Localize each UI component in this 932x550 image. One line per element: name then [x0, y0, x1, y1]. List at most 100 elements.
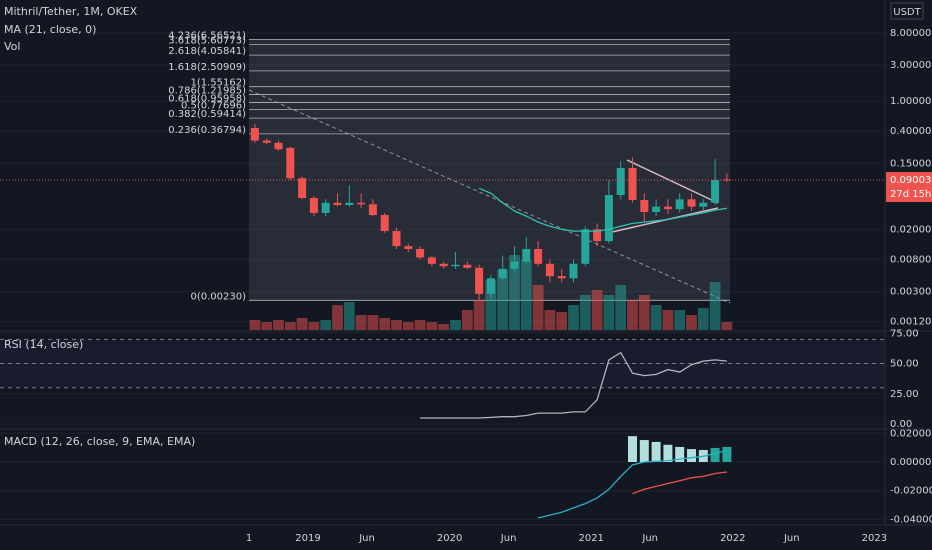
fib-label: 3.618(5.60773) — [168, 36, 246, 47]
volume-bar — [438, 324, 450, 330]
candle-body — [687, 199, 696, 207]
y-tick-label: 0.00800 — [890, 254, 931, 265]
volume-bar — [308, 322, 320, 330]
candle-body — [427, 257, 436, 264]
candle-body — [250, 127, 259, 141]
volume-bar — [544, 310, 556, 330]
volume-bar — [320, 320, 332, 330]
candle-body — [699, 202, 708, 207]
rsi-legend: RSI (14, close) — [4, 338, 83, 351]
candle-body — [522, 248, 531, 262]
y-tick-label: 0.00000 — [890, 457, 931, 468]
volume-bar — [509, 255, 520, 330]
volume-bar — [402, 322, 414, 330]
currency: USDT — [893, 7, 921, 18]
triangle-line — [626, 159, 719, 204]
y-tick-label: 75.00 — [890, 328, 919, 339]
volume-bar — [473, 300, 485, 330]
fib-label: 0.5(0.77696) — [181, 100, 246, 111]
candle-body — [357, 202, 366, 205]
x-tick-label: Jun — [500, 533, 517, 544]
volume-bar — [721, 322, 733, 330]
fib-label: 1.618(2.50909) — [168, 62, 246, 73]
fib-label: 0.236(0.36794) — [168, 125, 246, 136]
macd-histogram-bar — [722, 446, 732, 463]
macd-histogram-bar — [710, 447, 720, 463]
macd-histogram-bar — [663, 444, 673, 463]
volume-bar — [367, 315, 379, 330]
y-tick-label: 25.00 — [890, 389, 919, 400]
x-tick-label: 2023 — [862, 533, 887, 544]
volume-bar — [284, 322, 296, 330]
candle-body — [628, 167, 637, 200]
macd-histogram-bar — [628, 436, 637, 463]
volume-bar — [391, 320, 402, 330]
x-tick-label: 1 — [246, 533, 252, 544]
volume-bar — [579, 295, 591, 330]
volume-bar — [638, 295, 650, 330]
candle-body — [640, 199, 649, 212]
macd-line — [632, 471, 727, 495]
y-tick-label: 0.00120 — [890, 317, 931, 328]
countdown: 27d 15h — [890, 189, 931, 200]
fib-label: 0.786(1.21985) — [168, 86, 246, 97]
volume-bar — [709, 282, 721, 330]
y-tick-label: 0.02000 — [890, 428, 931, 439]
x-tick-label: 2019 — [295, 533, 320, 544]
y-tick-label: 0.15000 — [890, 158, 931, 169]
volume-bar — [603, 295, 615, 330]
trend-line — [248, 89, 731, 304]
macd-histogram-bar — [675, 446, 685, 463]
candle-body — [569, 263, 578, 279]
volume-bar — [261, 322, 273, 330]
x-tick-label: Jun — [358, 533, 375, 544]
candle-body — [404, 246, 413, 249]
fib-label: 4.236(6.56521) — [168, 30, 246, 41]
macd-histogram-bar — [687, 449, 696, 463]
y-tick-label: 1.00000 — [890, 96, 931, 107]
volume-bar — [273, 320, 284, 330]
macd-line — [537, 449, 728, 519]
y-tick-label: 50.00 — [890, 359, 919, 370]
volume-bar — [497, 270, 509, 330]
candle-body — [463, 264, 472, 268]
symbol-title: Mithril/Tether, 1M, OKEX — [4, 5, 138, 18]
fib-area — [249, 39, 730, 301]
volume-bar — [343, 302, 355, 330]
candle-body — [498, 268, 507, 279]
candle-body — [309, 198, 318, 213]
volume-bar — [662, 310, 674, 330]
volume-bar — [520, 260, 532, 330]
currency-box — [890, 2, 924, 20]
candle-body — [368, 204, 377, 215]
volume-bar — [674, 310, 686, 330]
candle-body — [545, 263, 554, 277]
candle-body — [451, 264, 460, 267]
y-tick-label: 8.00000 — [890, 28, 931, 39]
candle-body — [392, 231, 401, 247]
volume-bar — [450, 320, 461, 330]
candle-body — [534, 248, 543, 264]
volume-bar — [627, 300, 638, 330]
fib-label: 2.618(4.05841) — [168, 46, 246, 57]
macd-legend: MACD (12, 26, close, 9, EMA, EMA) — [4, 435, 195, 448]
x-tick-label: 2021 — [578, 533, 603, 544]
candle-body — [510, 261, 519, 269]
volume-bar — [379, 318, 391, 330]
y-tick-label: 0.40000 — [890, 126, 931, 137]
fib-label: 1(1.55162) — [190, 78, 246, 89]
last-price-box — [886, 172, 932, 203]
macd-histogram-bar — [639, 440, 649, 463]
y-tick-label: 0.00300 — [890, 287, 931, 298]
rsi-line — [420, 351, 727, 419]
candle-body — [675, 199, 684, 210]
volume-bar — [650, 305, 662, 330]
ma-legend: MA (21, close, 0) — [4, 23, 96, 36]
y-tick-label: 3.00000 — [890, 60, 931, 71]
y-tick-label: 0.02000 — [890, 224, 931, 235]
volume-bar — [532, 285, 544, 330]
volume-bar — [332, 305, 343, 330]
candle-body — [593, 229, 602, 242]
volume-bar — [591, 290, 603, 330]
